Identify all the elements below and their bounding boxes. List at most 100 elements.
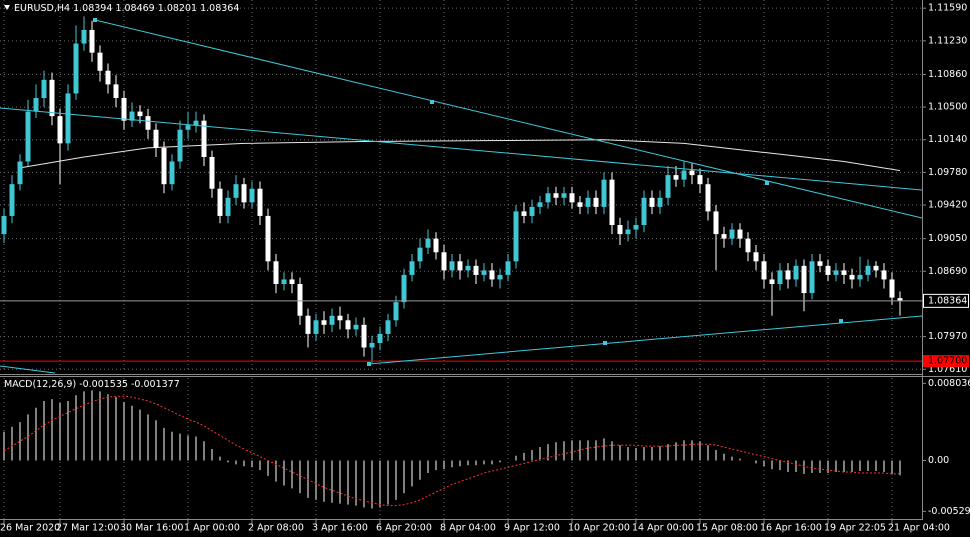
candle-body — [385, 320, 391, 334]
trend-anchor — [430, 100, 434, 104]
y-tick-label: 0.008036 — [928, 378, 970, 389]
candle-body — [25, 111, 31, 162]
x-tick-label: 6 Apr 20:00 — [376, 523, 432, 534]
trend-anchor — [603, 341, 607, 345]
trend-anchor — [765, 181, 769, 185]
candle-body — [889, 279, 895, 298]
candle-body — [713, 211, 719, 235]
candle-body — [209, 156, 215, 189]
candle-body — [161, 147, 167, 185]
trend-line — [0, 365, 56, 374]
candle-body — [457, 261, 463, 271]
x-tick-label: 19 Apr 22:05 — [824, 523, 886, 534]
candle-body — [201, 120, 207, 157]
candle-body — [321, 320, 327, 325]
candle-body — [433, 238, 439, 253]
candle-body — [153, 129, 159, 148]
candle-body — [233, 184, 239, 198]
x-tick-label: 14 Apr 00:00 — [632, 523, 694, 534]
plot — [0, 16, 922, 509]
symbol-menu-icon[interactable] — [4, 5, 10, 10]
candle-body — [1, 215, 7, 235]
candle-body — [185, 125, 191, 130]
candle-body — [481, 270, 487, 275]
candle-body — [857, 274, 863, 280]
candle-body — [841, 270, 847, 275]
y-tick-label: 1.11230 — [928, 35, 967, 46]
candle-body — [345, 320, 351, 330]
trend-line — [94, 19, 923, 219]
symbol-header: EURUSD,H4 1.08394 1.08469 1.08201 1.0836… — [14, 3, 239, 14]
level-label: 1.07700 — [928, 356, 967, 367]
y-tick-label: 1.08690 — [928, 266, 967, 277]
trend-line — [0, 107, 923, 191]
candle-body — [513, 211, 519, 262]
candle-body — [417, 247, 423, 262]
x-tick-label: 8 Apr 04:00 — [440, 523, 496, 534]
candle-body — [273, 261, 279, 284]
trend-anchor — [839, 319, 843, 323]
candle-body — [401, 274, 407, 303]
candle-body — [265, 215, 271, 262]
candle-body — [849, 274, 855, 280]
candle-body — [377, 333, 383, 343]
candle-body — [825, 265, 831, 275]
x-tick-label: 30 Mar 16:00 — [120, 523, 183, 534]
y-tick-label: -0.005298 — [928, 506, 970, 517]
x-tick-label: 3 Apr 16:00 — [312, 523, 368, 534]
candle-body — [105, 70, 111, 85]
y-tick-label: 1.10860 — [928, 69, 967, 80]
candle-body — [569, 193, 575, 203]
candle-body — [897, 298, 903, 301]
candle-body — [833, 270, 839, 275]
candle-body — [225, 197, 231, 216]
y-tick-label: 1.09050 — [928, 233, 967, 244]
current-price-label: 1.08364 — [928, 295, 967, 306]
candle-body — [617, 225, 623, 235]
candle-body — [65, 93, 71, 144]
candle-body — [257, 188, 263, 216]
candle-body — [521, 211, 527, 216]
candle-body — [761, 261, 767, 280]
y-tick-label: 1.09420 — [928, 200, 967, 211]
x-tick-label: 26 Mar 2020 — [0, 523, 60, 534]
candle-body — [553, 193, 559, 198]
candle-body — [633, 225, 639, 230]
candle-body — [369, 342, 375, 348]
candle-body — [777, 270, 783, 284]
x-tick-label: 16 Apr 16:00 — [760, 523, 822, 534]
y-tick-label: 1.10140 — [928, 134, 967, 145]
candle-body — [113, 84, 119, 98]
signal-line — [3, 395, 901, 507]
candle-body — [873, 265, 879, 271]
candle-body — [121, 97, 127, 121]
candle-body — [601, 179, 607, 207]
trend-lines — [0, 18, 923, 374]
x-tick-label: 15 Apr 08:00 — [696, 523, 758, 534]
x-tick-label: 21 Apr 04:00 — [888, 523, 950, 534]
candle-body — [809, 261, 815, 294]
candle-body — [305, 315, 311, 334]
candle-body — [217, 188, 223, 216]
candle-body — [817, 261, 823, 266]
candle-body — [297, 283, 303, 316]
level-label-box — [923, 355, 969, 368]
candle-body — [193, 120, 199, 126]
y-tick-label: 0.00 — [928, 455, 949, 466]
candle-body — [577, 202, 583, 207]
indicator-header: MACD(12,26,9) -0.001535 -0.001377 — [4, 379, 180, 390]
candle-body — [409, 261, 415, 275]
candle-body — [745, 238, 751, 253]
x-tick-label: 10 Apr 20:00 — [568, 523, 630, 534]
candle-body — [705, 184, 711, 212]
candle-body — [241, 184, 247, 203]
trend-anchor — [367, 362, 371, 366]
macd-last: -0.001535 — [79, 379, 128, 390]
candle-body — [73, 43, 79, 94]
candle-body — [353, 324, 359, 330]
candle-body — [17, 161, 23, 185]
candle-body — [465, 265, 471, 271]
candle-body — [881, 270, 887, 280]
current-price-box — [923, 293, 969, 308]
candle-body — [177, 129, 183, 162]
